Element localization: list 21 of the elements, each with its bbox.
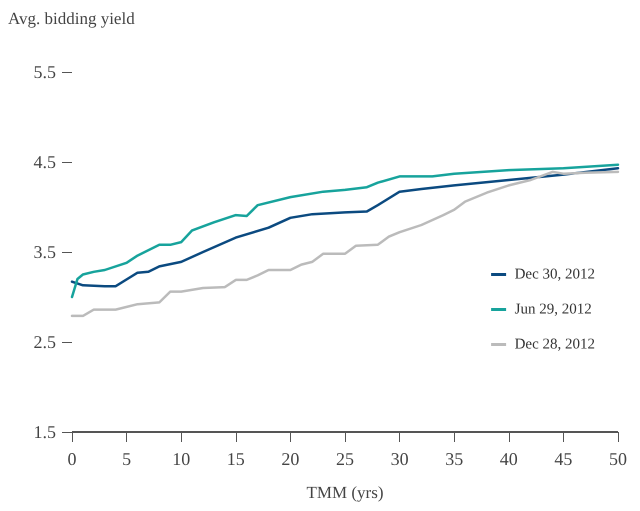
y-axis-title: Avg. bidding yield: [8, 9, 136, 28]
y-tick-label: 3.5: [34, 242, 56, 262]
x-tick-label: 30: [390, 449, 409, 469]
x-tick-label: 5: [122, 449, 132, 469]
x-tick-label: 40: [500, 449, 518, 469]
x-tick-label: 35: [445, 449, 464, 469]
x-axis-title: TMM (yrs): [306, 483, 384, 502]
x-tick-label: 45: [554, 449, 572, 469]
x-tick-label: 0: [68, 449, 76, 469]
x-tick-label: 15: [226, 449, 245, 469]
legend-label: Dec 28, 2012: [514, 336, 596, 352]
x-tick-label: 10: [172, 449, 190, 469]
x-tick-label: 20: [281, 449, 300, 469]
x-tick-label: 25: [336, 449, 354, 469]
y-tick-label: 2.5: [34, 332, 56, 352]
legend-label: Jun 29, 2012: [514, 302, 592, 318]
y-tick-label: 4.5: [34, 152, 56, 172]
y-tick-label: 5.5: [34, 62, 56, 82]
x-tick-label: 50: [609, 449, 627, 469]
legend-label: Dec 30, 2012: [514, 266, 596, 282]
y-tick-label: 1.5: [34, 422, 56, 442]
